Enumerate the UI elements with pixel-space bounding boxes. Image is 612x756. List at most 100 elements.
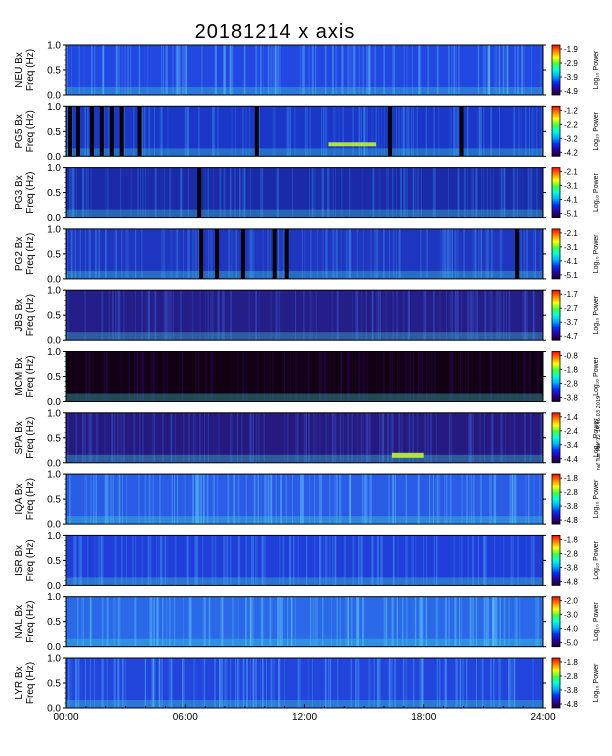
y-tick-label: 0.0: [47, 458, 61, 469]
panel-pg2: 0.0 0.5 1.0 PG2 BxFreq (Hz) -2.1 -3.1 -4.1 -5.1…: [14, 224, 600, 285]
y-tick-label: 0.0: [47, 336, 61, 347]
y-tick-label: 0.0: [47, 704, 61, 715]
panel-jbs: 0.0 0.5 1.0 JBS BxFreq (Hz) -1.7 -2.7 -3.7 -4.7…: [14, 286, 600, 347]
y-tick-label: 1.0: [47, 286, 61, 297]
colorbar-label: Log₁₀ Power: [593, 479, 600, 518]
panel-neu: 0.0 0.5 1.0 NEU BxFreq (Hz) -1.9 -2.9 -3.9 -4.9…: [14, 41, 600, 102]
y-axis-label: LYR BxFreq (Hz): [14, 662, 36, 704]
y-tick-label: 0.5: [47, 372, 61, 383]
colorbar-tick-label: -4.1: [564, 196, 578, 205]
y-tick-label: 0.5: [47, 188, 61, 199]
colorbar: [551, 535, 561, 586]
data-gap: [89, 106, 94, 157]
colorbar-tick-label: -4.1: [564, 257, 578, 266]
y-tick-label: 0.5: [47, 617, 61, 628]
y-axis-label: PG5 BxFreq (Hz): [14, 110, 36, 152]
spectrogram-bg: [66, 474, 543, 525]
x-tick-label: 12:00: [292, 712, 317, 723]
colorbar-tick-label: -2.8: [564, 549, 578, 558]
panels-group: 0.0 0.5 1.0 NEU BxFreq (Hz) -1.9 -2.9 -3.9 -4.9…: [14, 41, 600, 715]
y-tick-label: 1.0: [47, 41, 61, 52]
y-tick-label: 1.0: [47, 654, 61, 665]
x-tick-label: 18:00: [411, 712, 436, 723]
y-tick-label: 0.0: [47, 642, 61, 653]
y-tick-label: 1.0: [47, 408, 61, 419]
colorbar-tick-label: -3.9: [564, 73, 578, 82]
colorbar-tick-label: -3.1: [564, 182, 578, 191]
colorbar-tick-label: -1.4: [564, 413, 578, 422]
spectrogram-bg: [66, 228, 543, 279]
data-gap: [387, 106, 392, 157]
panel-pg5: 0.0 0.5 1.0 PG5 BxFreq (Hz) -1.2 -2.2 -3.2 -4.2…: [14, 102, 600, 163]
y-tick-label: 0.0: [47, 91, 61, 102]
colorbar-label: Log₁₀ Power: [593, 173, 600, 212]
colorbar-label: Log₁₀ Power: [593, 663, 600, 702]
y-tick-label: 0.0: [47, 213, 61, 224]
y-tick-label: 1.0: [47, 347, 61, 358]
colorbar-tick-label: -3.1: [564, 243, 578, 252]
spectrogram-bg: [66, 658, 543, 708]
colorbar: [551, 412, 561, 464]
y-axis-label: SPA BxFreq (Hz): [14, 417, 36, 459]
panel-lyr: 0.0 0.5 1.0 LYR BxFreq (Hz) -1.8 -2.8 -3.8 -4.8…: [14, 654, 600, 715]
panel-nal: 0.0 0.5 1.0 NAL BxFreq (Hz) -2.0 -3.0 -4.0 -5.0…: [14, 592, 600, 653]
colorbar-tick-label: -1.7: [564, 290, 578, 299]
y-axis-label: IQA BxFreq (Hz): [14, 478, 36, 520]
colorbar-tick-label: -1.9: [564, 45, 578, 54]
data-gap: [515, 228, 520, 279]
colorbar-label: Log₁₀ Power: [593, 418, 600, 457]
colorbar-tick-label: -3.8: [564, 563, 578, 572]
colorbar-tick-label: -4.8: [564, 516, 578, 525]
data-gap: [254, 106, 259, 157]
colorbar-tick-label: -4.8: [564, 577, 578, 586]
colorbar: [551, 228, 561, 280]
colorbar-tick-label: -2.8: [564, 672, 578, 681]
colorbar: [551, 351, 561, 402]
data-gap: [215, 228, 220, 279]
colorbar-tick-label: -4.8: [564, 700, 578, 709]
data-gap: [197, 167, 202, 218]
spectrogram-bg: [66, 351, 543, 402]
panel-pg3: 0.0 0.5 1.0 PG3 BxFreq (Hz) -2.1 -3.1 -4.1 -5.1…: [14, 163, 600, 224]
colorbar: [551, 289, 561, 341]
colorbar-tick-label: -5.1: [564, 210, 578, 219]
colorbar-label: Log₁₀ Power: [593, 234, 600, 273]
colorbar-tick-label: -4.4: [564, 455, 578, 464]
colorbar-label: Log₁₀ Power: [593, 602, 600, 641]
colorbar-tick-label: -1.8: [564, 535, 578, 544]
x-tick-label: 00:00: [53, 712, 78, 723]
colorbar-tick-label: -3.4: [564, 441, 578, 450]
y-axis-label: JBS BxFreq (Hz): [14, 294, 36, 336]
x-axis: 00:00 06:00 12:00 18:00 24:00: [53, 704, 556, 723]
colorbar-tick-label: -4.0: [564, 625, 578, 634]
wave-band: [328, 142, 377, 147]
colorbar-tick-label: -3.8: [564, 686, 578, 695]
x-tick-label: 24:00: [530, 712, 555, 723]
colorbar-tick-label: -4.7: [564, 332, 578, 341]
y-axis-label: PG2 BxFreq (Hz): [14, 233, 36, 275]
data-gap: [284, 228, 289, 279]
y-axis-label: MCM BxFreq (Hz): [14, 355, 36, 397]
colorbar-tick-label: -2.7: [564, 304, 578, 313]
y-tick-label: 0.5: [47, 495, 61, 506]
colorbar: [551, 44, 561, 96]
colorbar-tick-label: -2.8: [564, 380, 578, 389]
y-tick-label: 1.0: [47, 163, 61, 174]
y-tick-label: 0.0: [47, 397, 61, 408]
y-axis-label: NEU BxFreq (Hz): [14, 49, 36, 91]
data-gap: [119, 106, 124, 157]
y-axis-label: ISR BxFreq (Hz): [14, 539, 36, 581]
data-gap: [99, 106, 104, 157]
colorbar-tick-label: -2.1: [564, 168, 578, 177]
panel-spa: 0.0 0.5 1.0 SPA BxFreq (Hz) -1.4 -2.4 -3.4 -4.4…: [14, 408, 600, 469]
data-gap: [67, 106, 72, 157]
colorbar-tick-label: -3.2: [564, 134, 578, 143]
colorbar: [551, 657, 561, 709]
y-axis-label: PG3 BxFreq (Hz): [14, 171, 36, 213]
y-tick-label: 1.0: [47, 592, 61, 603]
panel-isr: 0.0 0.5 1.0 ISR BxFreq (Hz) -1.8 -2.8 -3.8 -4.8…: [14, 531, 600, 592]
data-gap: [75, 106, 80, 157]
colorbar-label: Log₁₀ Power: [593, 50, 600, 89]
colorbar: [551, 167, 561, 219]
colorbar-tick-label: -2.2: [564, 120, 578, 129]
